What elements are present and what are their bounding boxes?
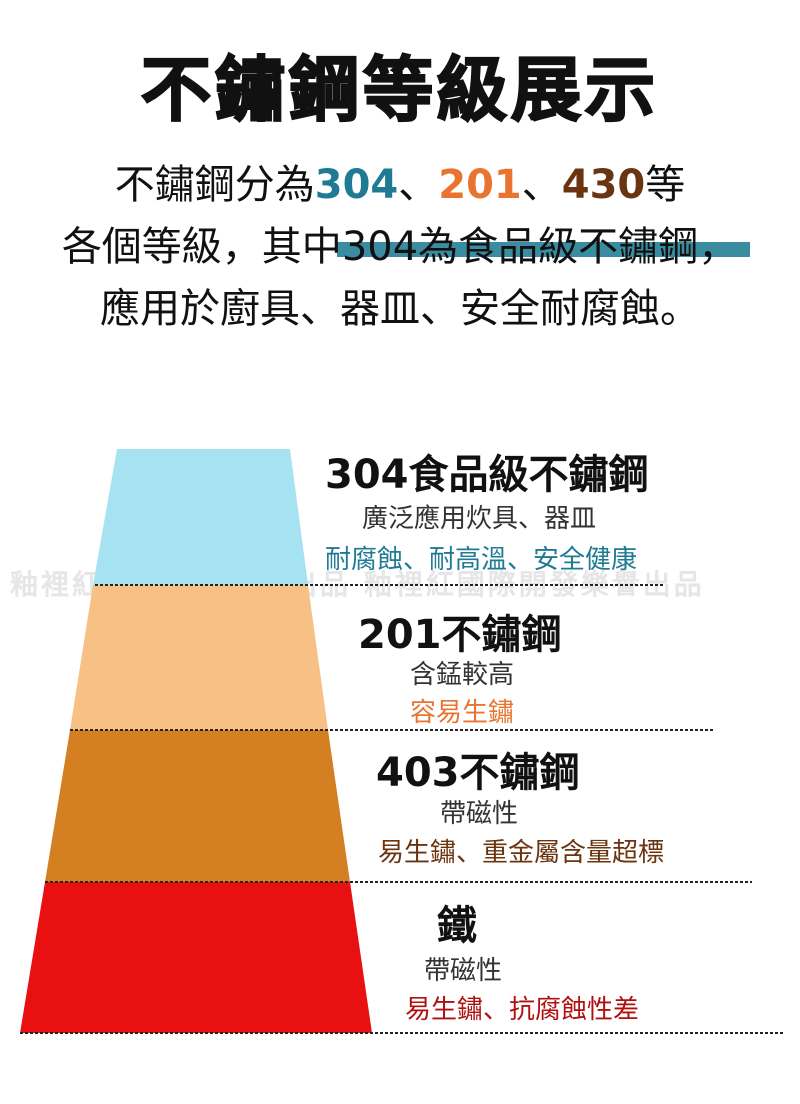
grade-304: 304 <box>314 162 399 208</box>
grade-201: 201 <box>438 162 522 208</box>
intro-text: 不鏽鋼分為 <box>114 162 315 208</box>
intro-text: 等 <box>645 162 686 208</box>
separator: 、 <box>521 162 562 208</box>
level-201-name: 201不鏽鋼 <box>358 612 562 658</box>
intro-text: 各個等級，其中 <box>61 224 342 270</box>
intro-line-1: 不鏽鋼分為304、201、430等 <box>0 152 800 210</box>
level-304-desc: 廣泛應用炊具、器皿 <box>362 504 597 534</box>
level-403-desc: 帶磁性 <box>440 799 519 829</box>
highlighted-text: 304為食品級不鏽鋼 <box>341 224 699 270</box>
level-403-name: 403不鏽鋼 <box>376 750 580 796</box>
page-title: 不鏽鋼等級展示 <box>140 48 659 132</box>
level-iron-block <box>20 882 372 1033</box>
level-304-name: 304食品級不鏽鋼 <box>325 452 649 498</box>
separator: 、 <box>398 162 439 208</box>
intro-line-3: 應用於廚具、器皿、安全耐腐蝕。 <box>100 286 700 332</box>
level-201-trait: 容易生鏽 <box>410 698 515 728</box>
level-201-desc: 含錳較高 <box>410 660 515 690</box>
level-403-block <box>45 730 350 882</box>
level-304-trait: 耐腐蝕、耐高溫、安全健康 <box>325 545 638 575</box>
grade-430: 430 <box>561 162 646 208</box>
level-304-block <box>93 449 308 585</box>
level-iron-desc: 帶磁性 <box>424 956 503 986</box>
intro-line-2: 各個等級，其中304為食品級不鏽鋼， <box>0 214 800 272</box>
level-403-trait: 易生鏽、重金屬含量超標 <box>378 838 665 868</box>
level-201-block <box>70 585 328 730</box>
level-iron-trait: 易生鏽、抗腐蝕性差 <box>405 995 640 1025</box>
highlight-bar <box>337 242 750 257</box>
intro-text: ， <box>698 224 739 270</box>
level-iron-name: 鐵 <box>437 903 477 949</box>
